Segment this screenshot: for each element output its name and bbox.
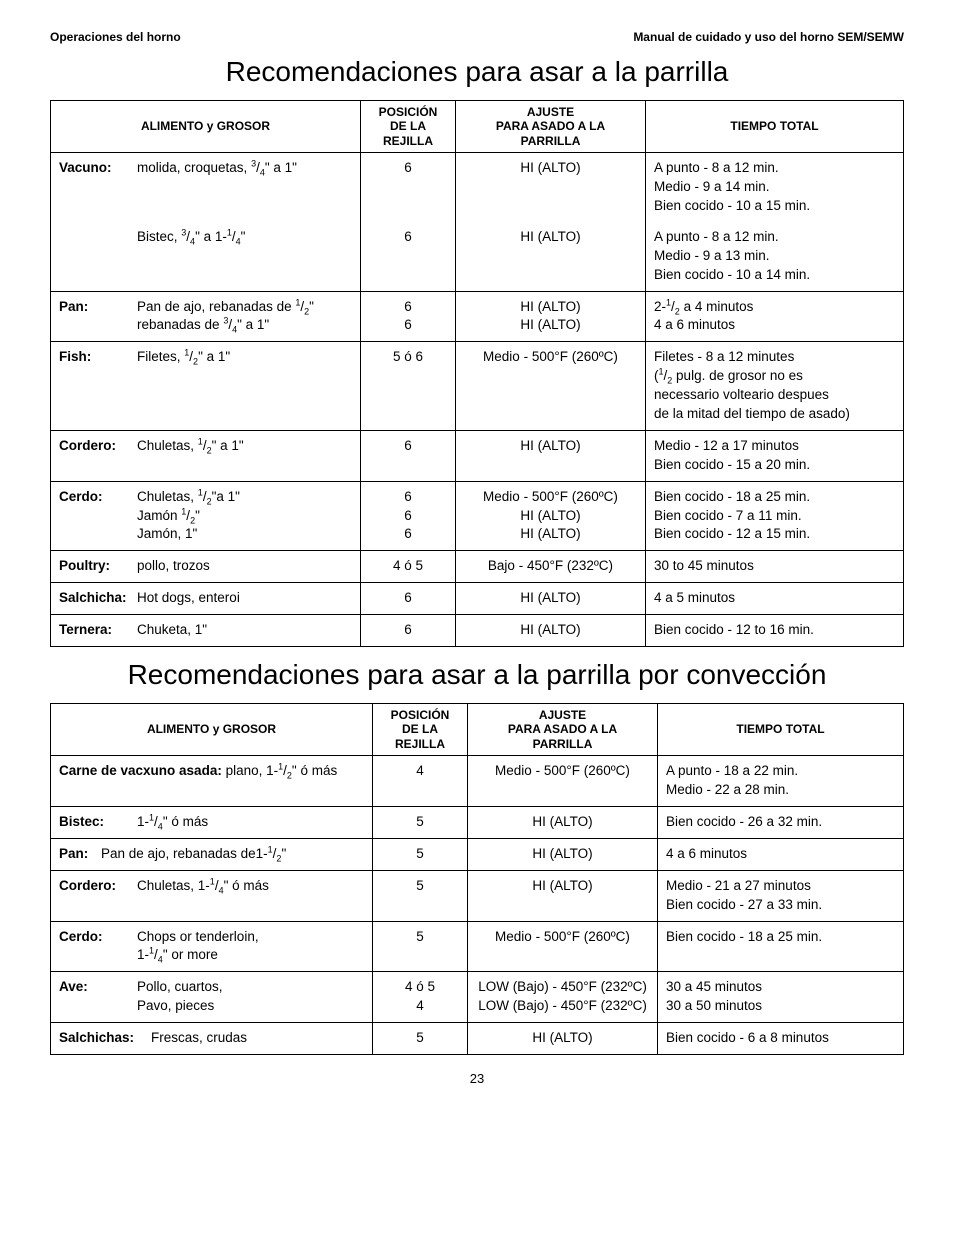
- cell-time: A punto - 8 a 12 min.Medio - 9 a 14 min.…: [646, 153, 904, 222]
- cell-food: Vacuno:molida, croquetas, 3/4" a 1": [51, 153, 361, 222]
- col-food: ALIMENTO y GROSOR: [51, 101, 361, 153]
- cell-adj: HI (ALTO): [456, 153, 646, 222]
- cell-pos: 66: [361, 291, 456, 342]
- cell-adj: HI (ALTO): [456, 430, 646, 481]
- cell-time: Bien cocido - 12 to 16 min.: [646, 615, 904, 647]
- cell-food: Cerdo:Chuletas, 1/2"a 1"Jamón 1/2"Jamón,…: [51, 481, 361, 551]
- cell-time: Bien cocido - 26 a 32 min.: [658, 806, 904, 838]
- header-right: Manual de cuidado y uso del horno SEM/SE…: [633, 30, 904, 44]
- table-row: Ternera:Chuketa, 1"6HI (ALTO)Bien cocido…: [51, 615, 904, 647]
- cell-adj: HI (ALTO): [456, 222, 646, 291]
- cell-pos: 5: [373, 921, 468, 972]
- cell-food: Bistec, 3/4" a 1-1/4": [51, 222, 361, 291]
- table-row: Cerdo:Chops or tenderloin,1-1/4" or more…: [51, 921, 904, 972]
- cell-time: 30 to 45 minutos: [646, 551, 904, 583]
- cell-pos: 6: [361, 430, 456, 481]
- cell-pos: 5: [373, 1023, 468, 1055]
- cell-food: Fish:Filetes, 1/2" a 1": [51, 342, 361, 431]
- cell-time: 30 a 45 minutos30 a 50 minutos: [658, 972, 904, 1023]
- cell-pos: 5: [373, 806, 468, 838]
- cell-adj: HI (ALTO): [468, 1023, 658, 1055]
- table-row: Vacuno:molida, croquetas, 3/4" a 1"6HI (…: [51, 153, 904, 222]
- cell-adj: HI (ALTO): [468, 838, 658, 870]
- cell-adj: HI (ALTO): [468, 870, 658, 921]
- cell-pos: 6: [361, 583, 456, 615]
- table-row: Carne de vacxuno asada: plano, 1-1/2" ó …: [51, 756, 904, 807]
- cell-food: Cordero:Chuletas, 1-1/4" ó más: [51, 870, 373, 921]
- col-pos: POSICIÓNDE LAREJILLA: [361, 101, 456, 153]
- table-row: Pan:Pan de ajo, rebanadas de 1/2"rebanad…: [51, 291, 904, 342]
- cell-time: A punto - 18 a 22 min.Medio - 22 a 28 mi…: [658, 756, 904, 807]
- title-1: Recomendaciones para asar a la parrilla: [50, 56, 904, 88]
- cell-food: Carne de vacxuno asada: plano, 1-1/2" ó …: [51, 756, 373, 807]
- cell-pos: 5: [373, 838, 468, 870]
- cell-time: Bien cocido - 18 a 25 min.: [658, 921, 904, 972]
- cell-time: A punto - 8 a 12 min.Medio - 9 a 13 min.…: [646, 222, 904, 291]
- cell-food: Poultry:pollo, trozos: [51, 551, 361, 583]
- cell-time: 4 a 5 minutos: [646, 583, 904, 615]
- cell-pos: 5: [373, 870, 468, 921]
- cell-food: Salchicha:Hot dogs, enteroi: [51, 583, 361, 615]
- cell-time: Bien cocido - 18 a 25 min.Bien cocido - …: [646, 481, 904, 551]
- cell-adj: Medio - 500°F (260ºC)HI (ALTO)HI (ALTO): [456, 481, 646, 551]
- cell-adj: HI (ALTO): [468, 806, 658, 838]
- cell-food: Ternera:Chuketa, 1": [51, 615, 361, 647]
- cell-food: Cordero:Chuletas, 1/2" a 1": [51, 430, 361, 481]
- header-left: Operaciones del horno: [50, 30, 181, 44]
- cell-adj: Medio - 500°F (260ºC): [468, 756, 658, 807]
- table-row: Pan:Pan de ajo, rebanadas de1-1/2"5HI (A…: [51, 838, 904, 870]
- cell-food: Ave:Pollo, cuartos,Pavo, pieces: [51, 972, 373, 1023]
- cell-adj: HI (ALTO): [456, 583, 646, 615]
- cell-adj: HI (ALTO): [456, 615, 646, 647]
- cell-food: Salchichas:Frescas, crudas: [51, 1023, 373, 1055]
- col-adj: AJUSTEPARA ASADO A LAPARRILLA: [468, 703, 658, 755]
- col-pos: POSICIÓNDE LAREJILLA: [373, 703, 468, 755]
- col-time: TIEMPO TOTAL: [646, 101, 904, 153]
- cell-time: Medio - 21 a 27 minutosBien cocido - 27 …: [658, 870, 904, 921]
- table-row: Salchicha:Hot dogs, enteroi6HI (ALTO)4 a…: [51, 583, 904, 615]
- broil-table-1: ALIMENTO y GROSOR POSICIÓNDE LAREJILLA A…: [50, 100, 904, 647]
- table-row: Salchichas:Frescas, crudas5HI (ALTO)Bien…: [51, 1023, 904, 1055]
- cell-adj: HI (ALTO)HI (ALTO): [456, 291, 646, 342]
- cell-adj: LOW (Bajo) - 450°F (232ºC)LOW (Bajo) - 4…: [468, 972, 658, 1023]
- col-time: TIEMPO TOTAL: [658, 703, 904, 755]
- cell-adj: Medio - 500°F (260ºC): [456, 342, 646, 431]
- cell-pos: 5 ó 6: [361, 342, 456, 431]
- cell-time: 2-1/2 a 4 minutos4 a 6 minutos: [646, 291, 904, 342]
- table-row: Cordero:Chuletas, 1/2" a 1"6HI (ALTO)Med…: [51, 430, 904, 481]
- table-row: Bistec:1-1/4" ó más5HI (ALTO)Bien cocido…: [51, 806, 904, 838]
- col-adj: AJUSTEPARA ASADO A LAPARRILLA: [456, 101, 646, 153]
- cell-food: Cerdo:Chops or tenderloin,1-1/4" or more: [51, 921, 373, 972]
- cell-time: 4 a 6 minutos: [658, 838, 904, 870]
- cell-food: Bistec:1-1/4" ó más: [51, 806, 373, 838]
- cell-pos: 6: [361, 153, 456, 222]
- cell-time: Bien cocido - 6 a 8 minutos: [658, 1023, 904, 1055]
- table-row: Ave:Pollo, cuartos,Pavo, pieces4 ó 54LOW…: [51, 972, 904, 1023]
- cell-food: Pan:Pan de ajo, rebanadas de 1/2"rebanad…: [51, 291, 361, 342]
- cell-food: Pan:Pan de ajo, rebanadas de1-1/2": [51, 838, 373, 870]
- table-row: Bistec, 3/4" a 1-1/4"6HI (ALTO)A punto -…: [51, 222, 904, 291]
- cell-adj: Medio - 500°F (260ºC): [468, 921, 658, 972]
- cell-pos: 4 ó 5: [361, 551, 456, 583]
- cell-time: Filetes - 8 a 12 minutes(1/2 pulg. de gr…: [646, 342, 904, 431]
- cell-adj: Bajo - 450°F (232ºC): [456, 551, 646, 583]
- cell-time: Medio - 12 a 17 minutosBien cocido - 15 …: [646, 430, 904, 481]
- cell-pos: 4 ó 54: [373, 972, 468, 1023]
- table-row: Fish:Filetes, 1/2" a 1"5 ó 6Medio - 500°…: [51, 342, 904, 431]
- cell-pos: 6: [361, 615, 456, 647]
- table-row: Cordero:Chuletas, 1-1/4" ó más5HI (ALTO)…: [51, 870, 904, 921]
- table-row: Cerdo:Chuletas, 1/2"a 1"Jamón 1/2"Jamón,…: [51, 481, 904, 551]
- table-row: Poultry:pollo, trozos4 ó 5Bajo - 450°F (…: [51, 551, 904, 583]
- cell-pos: 4: [373, 756, 468, 807]
- title-2: Recomendaciones para asar a la parrilla …: [50, 659, 904, 691]
- page-header: Operaciones del horno Manual de cuidado …: [50, 30, 904, 44]
- cell-pos: 6: [361, 222, 456, 291]
- page-number: 23: [50, 1071, 904, 1086]
- col-food: ALIMENTO y GROSOR: [51, 703, 373, 755]
- cell-pos: 666: [361, 481, 456, 551]
- broil-table-2: ALIMENTO y GROSOR POSICIÓNDE LAREJILLA A…: [50, 703, 904, 1055]
